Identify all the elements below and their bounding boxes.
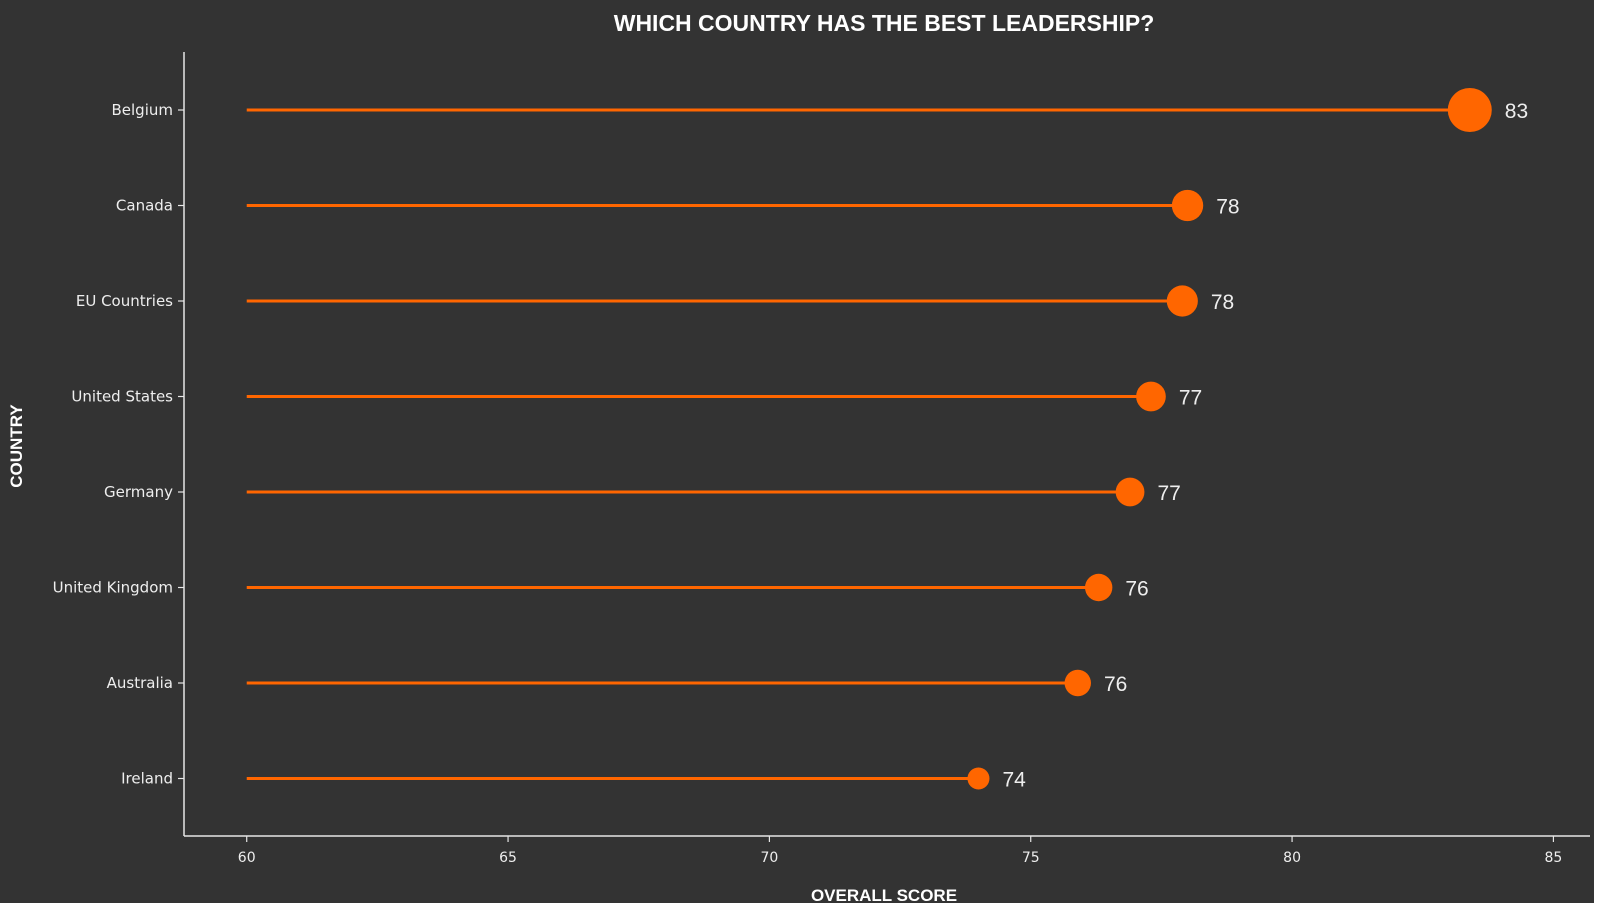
lollipop-dot [1447, 88, 1492, 132]
x-axis-title: OVERALL SCORE [811, 886, 957, 905]
x-tick-label: 75 [1022, 850, 1040, 866]
chart-title: WHICH COUNTRY HAS THE BEST LEADERSHIP? [614, 10, 1155, 36]
data-label: 77 [1157, 482, 1180, 505]
data-label: 76 [1104, 673, 1127, 696]
lollipop-dot [1115, 477, 1145, 507]
x-tick-label: 65 [499, 850, 517, 866]
category-label: EU Countries [76, 292, 173, 310]
x-tick-label: 80 [1283, 850, 1301, 866]
lollipop-dot [967, 767, 990, 790]
category-label: Australia [107, 674, 173, 692]
category-label: Ireland [121, 770, 173, 788]
category-label: Germany [104, 483, 173, 501]
category-label: United States [71, 388, 173, 406]
chart-axes: 60 65 70 75 80 85 Belgium Canada EU Countries Uni… [53, 52, 1590, 866]
chart-marks: 83 78 78 77 77 76 76 74 [246, 88, 1528, 792]
data-label: 83 [1505, 100, 1528, 123]
lollipop-dot [1136, 381, 1166, 412]
y-axis-title: COUNTRY [7, 404, 26, 488]
category-label: Belgium [112, 101, 174, 119]
lollipop-dot [1166, 285, 1198, 317]
lollipop-dot [1064, 669, 1092, 697]
x-tick-label: 60 [238, 850, 256, 866]
lollipop-dot [1171, 189, 1204, 222]
x-tick-label: 70 [760, 850, 778, 866]
data-label: 78 [1211, 291, 1234, 314]
data-label: 77 [1179, 387, 1202, 410]
data-label: 74 [1002, 769, 1026, 792]
category-label: Canada [116, 197, 173, 215]
data-label: 78 [1216, 196, 1239, 219]
data-label: 76 [1125, 578, 1148, 601]
x-tick-label: 85 [1544, 850, 1562, 866]
lollipop-dot [1084, 573, 1113, 602]
category-label: United Kingdom [53, 579, 173, 597]
